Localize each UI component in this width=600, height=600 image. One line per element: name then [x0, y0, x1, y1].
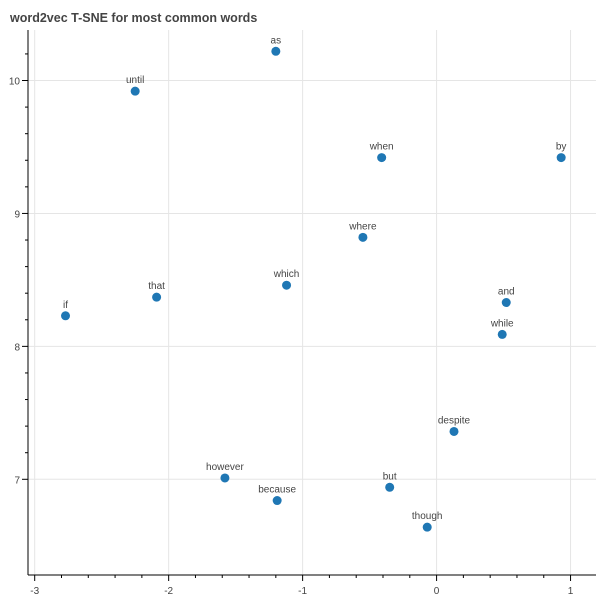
point-label: which — [273, 269, 300, 280]
plot-area — [28, 30, 596, 575]
chart-title: word2vec T-SNE for most common words — [10, 11, 258, 25]
point-label: where — [348, 221, 377, 232]
point-label: though — [412, 511, 443, 522]
x-tick-label: 0 — [434, 586, 440, 597]
data-point — [130, 86, 140, 96]
point-label: however — [206, 462, 244, 473]
data-point — [385, 482, 395, 492]
point-labels: as until when by where which that and if while des… — [63, 35, 566, 522]
data-point — [282, 280, 292, 290]
data-point — [497, 329, 507, 339]
point-label: while — [490, 318, 514, 329]
grid — [28, 30, 596, 575]
data-point — [556, 153, 566, 163]
point-label: despite — [438, 415, 471, 426]
x-tick-label: -2 — [164, 586, 173, 597]
points — [61, 46, 566, 532]
axes: -3 -2 -1 0 1 7 8 9 10 — [9, 30, 596, 597]
x-tick-label: 1 — [568, 586, 574, 597]
y-tick-label: 8 — [14, 342, 20, 353]
data-point — [220, 473, 230, 483]
data-point — [422, 522, 432, 532]
y-tick-label: 9 — [14, 209, 20, 220]
y-tick-label: 7 — [14, 475, 20, 486]
data-point — [271, 46, 281, 56]
point-label: by — [556, 142, 567, 153]
x-tick-label: -1 — [298, 586, 307, 597]
data-point — [61, 311, 71, 321]
point-label: that — [148, 281, 165, 292]
y-tick-label: 10 — [9, 77, 21, 88]
data-point — [377, 153, 387, 163]
point-label: if — [63, 300, 68, 311]
point-label: when — [369, 142, 394, 153]
x-tick-label: -3 — [30, 586, 39, 597]
data-point — [449, 426, 459, 436]
point-label: because — [258, 485, 296, 496]
point-label: until — [126, 75, 144, 86]
data-point — [152, 292, 162, 302]
point-label: and — [498, 287, 515, 298]
point-label: as — [271, 35, 282, 46]
point-label: but — [383, 471, 397, 482]
data-point — [358, 232, 368, 242]
data-point — [501, 298, 511, 307]
data-point — [272, 496, 282, 506]
